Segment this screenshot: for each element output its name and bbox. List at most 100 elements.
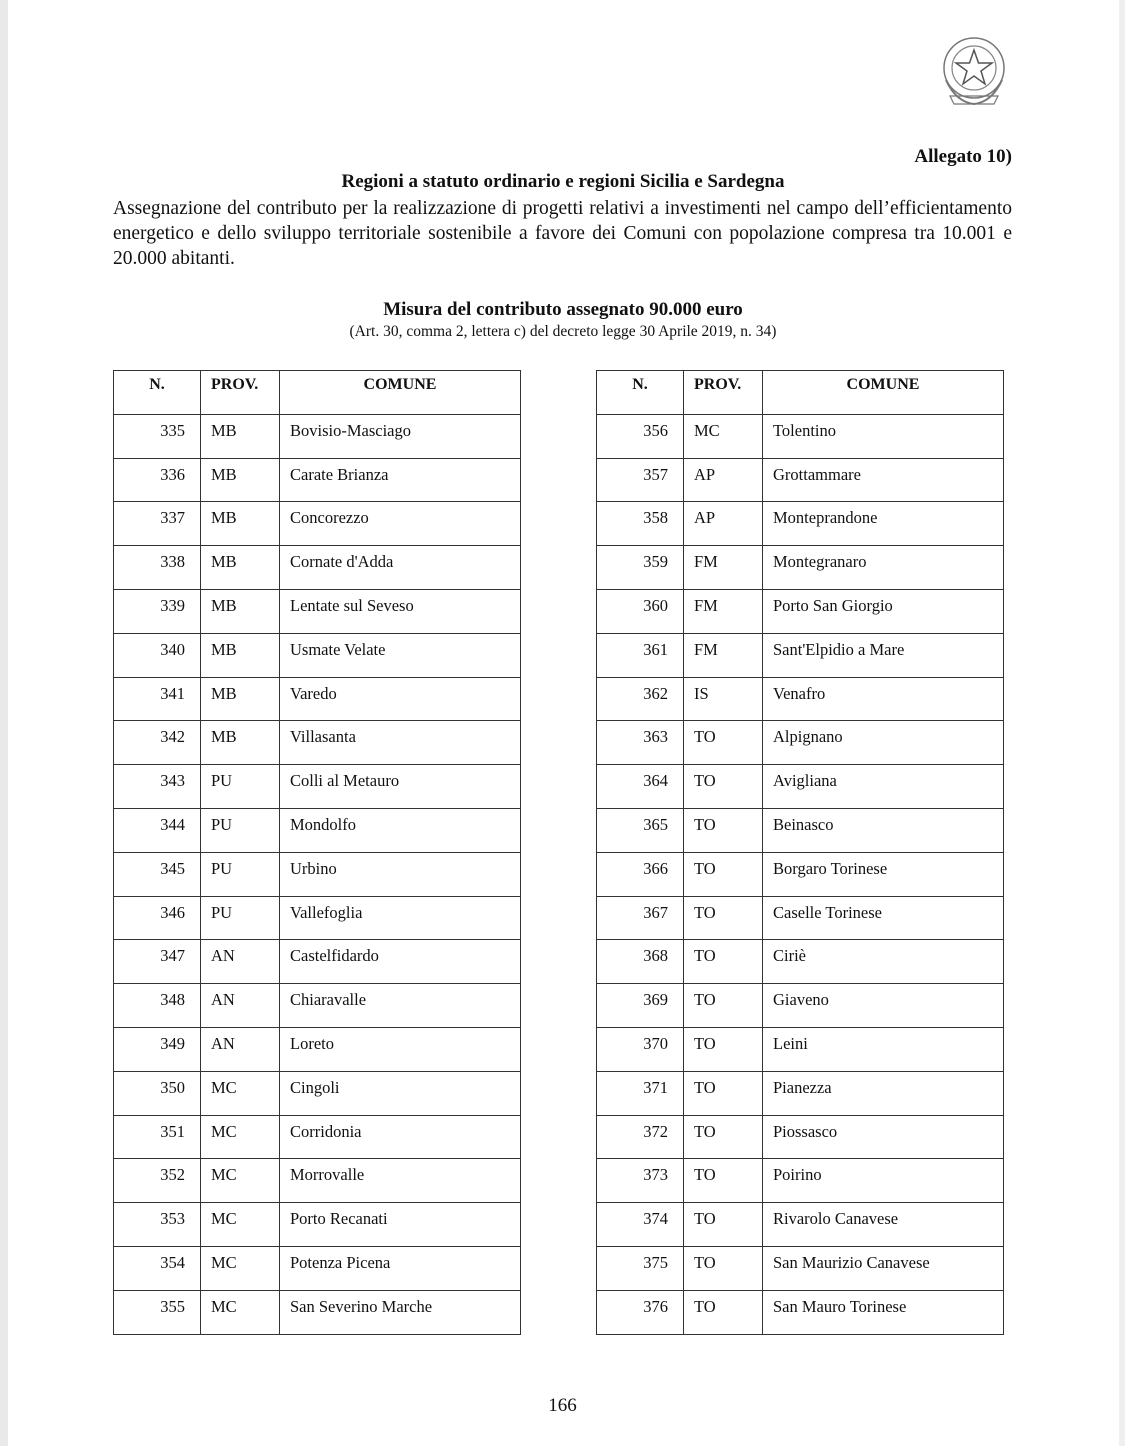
table-row: 335 MB Bovisio-Masciago — [113, 413, 521, 459]
row-number: 367 — [596, 895, 684, 941]
row-number: 357 — [596, 457, 684, 503]
row-province: IS — [683, 676, 763, 722]
row-number: 337 — [113, 501, 201, 547]
row-number: 342 — [113, 720, 201, 766]
row-province: TO — [683, 1026, 763, 1072]
row-number: 352 — [113, 1158, 201, 1204]
row-comune: Alpignano — [762, 720, 1004, 766]
row-province: AN — [200, 939, 280, 985]
row-province: MB — [200, 632, 280, 678]
row-province: MC — [200, 1202, 280, 1247]
row-comune: Villasanta — [279, 720, 521, 766]
row-comune: Ciriè — [762, 939, 1004, 985]
table-row: 368 TO Ciriè — [596, 939, 1004, 985]
row-comune: Pianezza — [762, 1070, 1004, 1116]
row-comune: Urbino — [279, 851, 521, 897]
row-comune: Grottammare — [762, 457, 1004, 503]
table-row: 365 TO Beinasco — [596, 807, 1004, 853]
row-comune: Tolentino — [762, 413, 1004, 459]
row-province: TO — [683, 764, 763, 809]
row-province: PU — [200, 851, 280, 897]
table-row: 336 MB Carate Brianza — [113, 457, 521, 503]
table-row: 361 FM Sant'Elpidio a Mare — [596, 632, 1004, 678]
table-row: 362 IS Venafro — [596, 676, 1004, 722]
row-number: 335 — [113, 413, 201, 459]
row-number: 341 — [113, 676, 201, 722]
page-number: 166 — [548, 1395, 577, 1416]
row-number: 363 — [596, 720, 684, 766]
table-row: 341 MB Varedo — [113, 676, 521, 722]
intro-paragraph: Assegnazione del contributo per la reali… — [113, 198, 1012, 269]
column-header-prov: PROV. — [200, 370, 280, 415]
row-number: 361 — [596, 632, 684, 678]
column-header-prov: PROV. — [683, 370, 763, 415]
measure-heading: Misura del contributo assegnato 90.000 e… — [383, 299, 743, 320]
row-comune: Usmate Velate — [279, 632, 521, 678]
row-province: TO — [683, 895, 763, 941]
row-comune: Castelfidardo — [279, 939, 521, 985]
row-number: 338 — [113, 545, 201, 590]
row-number: 370 — [596, 1026, 684, 1072]
table-row: 337 MB Concorezzo — [113, 501, 521, 547]
page-edge-right — [1119, 0, 1125, 1446]
row-number: 372 — [596, 1114, 684, 1160]
row-number: 346 — [113, 895, 201, 941]
column-header-n: N. — [596, 370, 684, 415]
table-row: 349 AN Loreto — [113, 1026, 521, 1072]
row-number: 348 — [113, 983, 201, 1028]
row-comune: Giaveno — [762, 983, 1004, 1028]
row-province: TO — [683, 939, 763, 985]
table-row: 374 TO Rivarolo Canavese — [596, 1202, 1004, 1247]
row-comune: Bovisio-Masciago — [279, 413, 521, 459]
row-comune: Leini — [762, 1026, 1004, 1072]
row-comune: Porto San Giorgio — [762, 588, 1004, 634]
row-comune: Lentate sul Seveso — [279, 588, 521, 634]
table-row: 345 PU Urbino — [113, 851, 521, 897]
row-province: TO — [683, 1158, 763, 1204]
row-number: 350 — [113, 1070, 201, 1116]
table-row: 350 MC Cingoli — [113, 1070, 521, 1116]
row-number: 359 — [596, 545, 684, 590]
right-table: N. PROV. COMUNE 356 MC Tolentino 357 AP Grott… — [596, 370, 1004, 1335]
table-header-row: N. PROV. COMUNE — [113, 370, 521, 415]
row-number: 369 — [596, 983, 684, 1028]
row-comune: Potenza Picena — [279, 1245, 521, 1291]
row-number: 364 — [596, 764, 684, 809]
left-table: N. PROV. COMUNE 335 MB Bovisio-Masciago 336… — [113, 370, 521, 1335]
row-comune: Venafro — [762, 676, 1004, 722]
row-province: MC — [683, 413, 763, 459]
row-number: 373 — [596, 1158, 684, 1204]
row-province: MB — [200, 545, 280, 590]
column-header-comune: COMUNE — [762, 370, 1004, 415]
row-comune: Carate Brianza — [279, 457, 521, 503]
row-number: 366 — [596, 851, 684, 897]
row-province: TO — [683, 1289, 763, 1335]
table-row: 375 TO San Maurizio Canavese — [596, 1245, 1004, 1291]
row-comune: Porto Recanati — [279, 1202, 521, 1247]
row-number: 358 — [596, 501, 684, 547]
row-comune: Borgaro Torinese — [762, 851, 1004, 897]
row-province: TO — [683, 851, 763, 897]
row-comune: Vallefoglia — [279, 895, 521, 941]
row-comune: Chiaravalle — [279, 983, 521, 1028]
row-number: 339 — [113, 588, 201, 634]
row-number: 354 — [113, 1245, 201, 1291]
table-row: 372 TO Piossasco — [596, 1114, 1004, 1160]
row-province: TO — [683, 1114, 763, 1160]
row-province: MB — [200, 501, 280, 547]
table-row: 347 AN Castelfidardo — [113, 939, 521, 985]
table-row: 338 MB Cornate d'Adda — [113, 545, 521, 590]
table-row: 363 TO Alpignano — [596, 720, 1004, 766]
table-row: 364 TO Avigliana — [596, 764, 1004, 809]
row-comune: Corridonia — [279, 1114, 521, 1160]
row-comune: Monteprandone — [762, 501, 1004, 547]
row-number: 345 — [113, 851, 201, 897]
table-row: 360 FM Porto San Giorgio — [596, 588, 1004, 634]
row-province: MB — [200, 413, 280, 459]
row-province: FM — [683, 588, 763, 634]
table-row: 340 MB Usmate Velate — [113, 632, 521, 678]
table-row: 369 TO Giaveno — [596, 983, 1004, 1028]
row-number: 340 — [113, 632, 201, 678]
column-header-comune: COMUNE — [279, 370, 521, 415]
row-comune: Cingoli — [279, 1070, 521, 1116]
